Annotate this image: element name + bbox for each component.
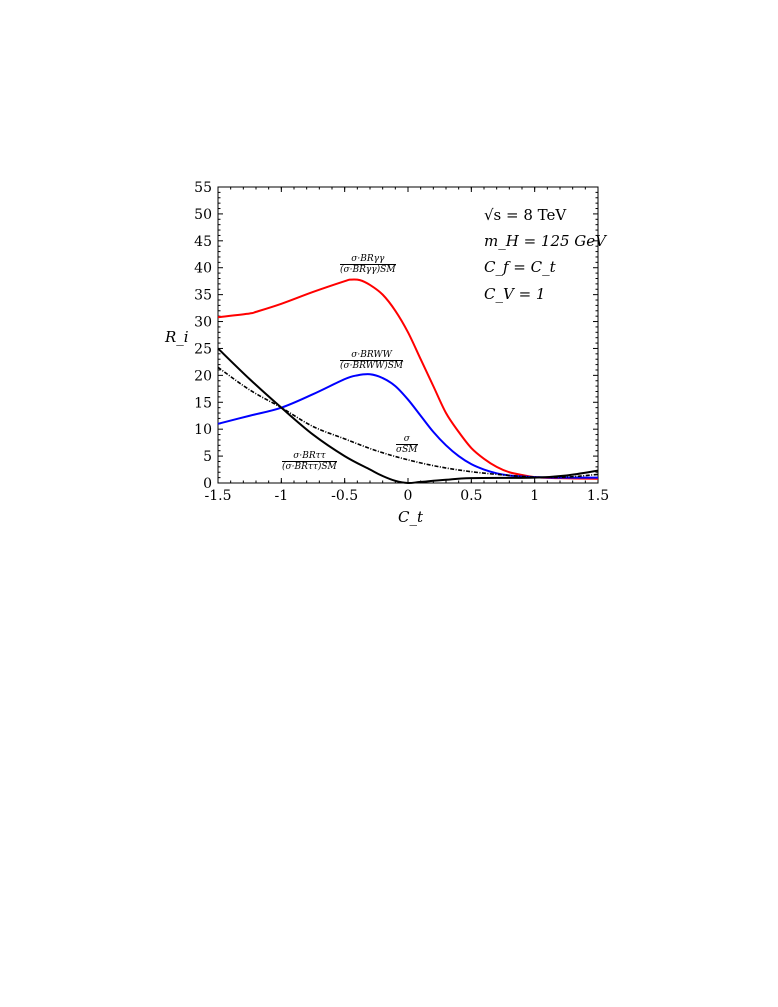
x-tick-label: 0 <box>404 488 413 504</box>
y-tick-label: 55 <box>194 180 212 196</box>
y-tick-label: 30 <box>194 315 212 331</box>
annotation-cf: C_f = C_t <box>484 258 556 276</box>
series-line-0 <box>217 278 599 480</box>
y-tick-label: 35 <box>194 288 212 304</box>
y-tick-label: 45 <box>194 234 212 250</box>
label-tautau: σ·BRττ (σ·BRττ)SM <box>282 451 337 472</box>
y-axis-label: R_i <box>165 328 189 346</box>
y-tick-label: 15 <box>194 395 212 411</box>
series-line-3 <box>217 366 599 479</box>
y-tick-label: 40 <box>194 261 212 277</box>
label-sigma: σ σSM <box>396 434 418 455</box>
annotation-sqrt-s: √s = 8 TeV <box>484 206 567 224</box>
y-tick-label: 25 <box>194 341 212 357</box>
y-tick-label: 5 <box>203 449 212 465</box>
series-line-2 <box>217 347 599 485</box>
annotation-cv: C_V = 1 <box>484 285 546 303</box>
label-gamma-gamma: σ·BRγγ (σ·BRγγ)SM <box>340 254 396 275</box>
x-tick-label: -0.5 <box>331 488 358 504</box>
x-tick-label: -1 <box>275 488 289 504</box>
x-tick-label: 1.5 <box>587 488 609 504</box>
x-tick-label: -1.5 <box>205 488 232 504</box>
annotation-mass: m_H = 125 GeV <box>484 232 606 250</box>
y-tick-label: 20 <box>194 368 212 384</box>
y-tick-label: 0 <box>203 476 212 492</box>
x-axis-label: C_t <box>398 508 424 526</box>
series-line-1 <box>217 373 599 479</box>
y-tick-label: 10 <box>194 422 212 438</box>
y-tick-label: 50 <box>194 207 212 223</box>
label-ww: σ·BRWW (σ·BRWW)SM <box>340 350 404 371</box>
x-tick-label: 0.5 <box>460 488 482 504</box>
x-tick-label: 1 <box>530 488 539 504</box>
